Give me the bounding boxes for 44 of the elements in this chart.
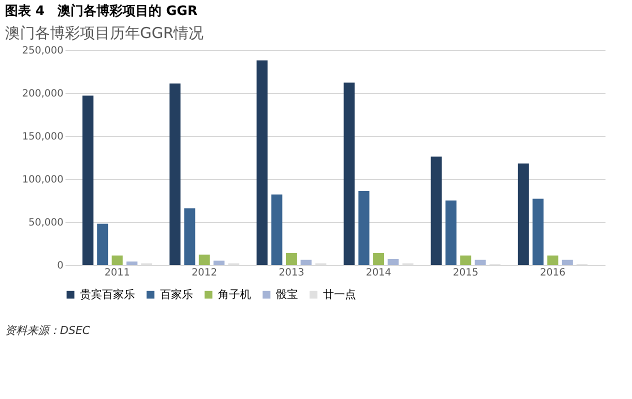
y-tick-label: 250,000 xyxy=(22,46,64,56)
bar xyxy=(184,208,196,265)
bar xyxy=(518,164,529,265)
text: 资料来源：DSEC xyxy=(5,324,90,337)
chart-title: 图表 4 澳门各博彩项目的 GGR xyxy=(5,3,198,19)
y-tick-label: 150,000 xyxy=(22,132,64,142)
x-tick-label: 2015 xyxy=(452,268,478,278)
y-tick-label: 50,000 xyxy=(28,218,64,228)
legend-label: 角子机 xyxy=(218,288,251,301)
x-tick-label: 2014 xyxy=(366,268,392,278)
bar xyxy=(82,96,94,265)
bar xyxy=(460,256,472,265)
y-tick-label: 200,000 xyxy=(22,88,64,100)
bar xyxy=(300,260,312,265)
bar xyxy=(445,200,456,265)
legend-label: 百家乐 xyxy=(160,288,193,301)
bar xyxy=(256,60,268,265)
bar xyxy=(547,256,558,265)
x-tick-label: 2013 xyxy=(278,268,304,278)
bar xyxy=(170,84,181,265)
x-tick-label: 2011 xyxy=(104,268,130,278)
bar xyxy=(562,260,573,265)
bar xyxy=(358,191,370,265)
legend-label: 贵宾百家乐 xyxy=(80,288,135,301)
bar xyxy=(126,262,138,265)
chart-subtitle: 澳门各博彩项目历年GGR情况 xyxy=(5,24,204,42)
y-tick-label: 0 xyxy=(57,260,64,272)
bar xyxy=(97,224,108,265)
x-tick-label: 2012 xyxy=(192,268,218,278)
bar xyxy=(344,82,355,265)
legend-label: 廿一点 xyxy=(323,288,356,301)
y-tick-label: 100,000 xyxy=(22,174,64,186)
legend-label: 骰宝 xyxy=(276,288,298,301)
bar xyxy=(388,258,399,265)
x-tick-label: 2016 xyxy=(540,268,566,278)
bar xyxy=(112,256,123,265)
bar xyxy=(214,260,225,265)
bar xyxy=(474,260,486,265)
bar xyxy=(198,254,210,265)
bar xyxy=(430,156,442,265)
bar xyxy=(373,252,384,265)
bar xyxy=(532,198,544,265)
bar xyxy=(271,194,282,265)
bar xyxy=(286,252,297,265)
